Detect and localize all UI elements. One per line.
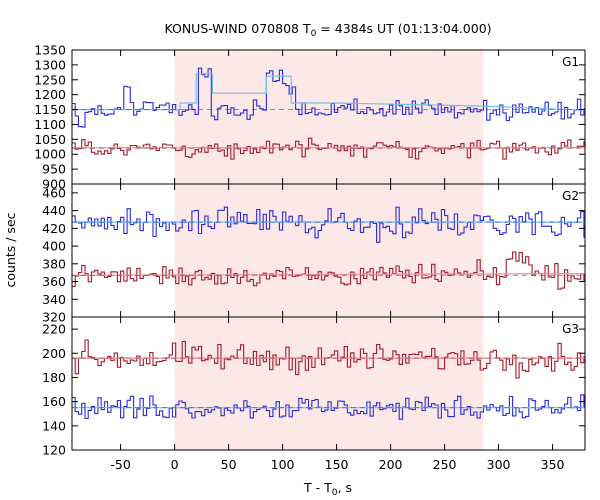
- panel-label-g2: G2: [562, 189, 579, 203]
- y-tick-label: 950: [42, 162, 66, 177]
- y-tick-label: 180: [42, 370, 66, 385]
- series-g2-2: [72, 251, 585, 290]
- chart-title: KONUS-WIND 070808 T0 = 4384s UT (01:13:0…: [164, 21, 491, 39]
- x-tick-label: 300: [487, 457, 511, 472]
- y-tick-label: 140: [42, 418, 66, 433]
- series-layer: [72, 67, 585, 420]
- y-tick-label: 1050: [34, 132, 66, 147]
- series-g1-1: [72, 67, 585, 128]
- y-tick-label: 360: [42, 274, 66, 289]
- highlight-interval: [174, 50, 484, 450]
- highlight-layer: [174, 50, 484, 450]
- y-tick-label: 1250: [34, 72, 66, 87]
- y-tick-label: 200: [42, 346, 66, 361]
- y-tick-label: 440: [42, 203, 66, 218]
- y-tick-label: 320: [42, 310, 66, 325]
- y-tick-label: 1100: [34, 117, 66, 132]
- y-tick-label: 1300: [34, 57, 66, 72]
- y-tick-label: 400: [42, 239, 66, 254]
- fit-layer: [71, 73, 586, 409]
- y-tick-label: 1200: [34, 87, 66, 102]
- y-tick-label: 420: [42, 221, 66, 236]
- panel-label-g1: G1: [562, 55, 579, 69]
- y-tick-label: 1150: [34, 102, 66, 117]
- y-tick-label: 120: [42, 443, 66, 458]
- series-g3-2: [72, 394, 585, 420]
- y-tick-label: 460: [42, 185, 66, 200]
- fit-line-g1-1: [72, 73, 586, 111]
- series-g2-1: [72, 206, 585, 243]
- y-tick-label: 1350: [34, 43, 66, 58]
- x-tick-label: 100: [271, 457, 295, 472]
- x-tick-label: 0: [171, 457, 179, 472]
- panel-frame-g3: [71, 316, 586, 451]
- x-tick-label: 350: [541, 457, 565, 472]
- y-tick-label: 1000: [34, 147, 66, 162]
- panel-label-g3: G3: [562, 322, 579, 336]
- y-tick-label: 900: [42, 177, 66, 192]
- y-tick-label: 380: [42, 256, 66, 271]
- tick-layer: G190095010001050110011501200125013001350…: [34, 43, 585, 472]
- x-tick-label: 50: [221, 457, 237, 472]
- frame-layer: [71, 49, 586, 451]
- x-axis-label: T - T0, s: [303, 480, 352, 498]
- y-axis-label: counts / sec: [3, 212, 18, 287]
- x-tick-label: 200: [379, 457, 403, 472]
- x-tick-label: 150: [325, 457, 349, 472]
- y-tick-label: 220: [42, 322, 66, 337]
- x-tick-label: 250: [433, 457, 457, 472]
- y-tick-label: 160: [42, 394, 66, 409]
- x-tick-label: -50: [110, 457, 130, 472]
- y-tick-label: 340: [42, 292, 66, 307]
